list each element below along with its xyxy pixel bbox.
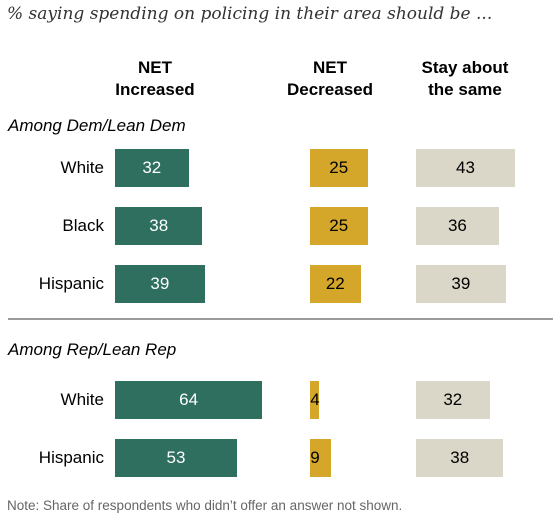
chart-note: Note: Share of respondents who didn’t of… [7, 498, 403, 513]
bar-stay-same [416, 381, 490, 419]
column-header-net-decreased: NET Decreased [286, 58, 373, 99]
bar-value-label: 25 [329, 158, 349, 177]
bar-value-label: 43 [455, 158, 475, 177]
bar-value-label: 39 [451, 274, 471, 293]
column-header-stay-same: Stay about the same [421, 58, 509, 99]
bar-net-increased [115, 265, 205, 303]
row-label-hispanic: Hispanic [38, 274, 104, 293]
bar-net-increased [115, 207, 203, 245]
bar-net-decreased [310, 439, 331, 477]
row-label-black: Black [62, 216, 104, 235]
bar-stay-same [416, 207, 499, 245]
bar-stay-same [416, 265, 506, 303]
bar-net-decreased [310, 207, 368, 245]
bar-net-increased [115, 149, 189, 187]
row-label-white: White [60, 158, 104, 177]
bar-value-label: 9 [310, 448, 320, 467]
bar-net-decreased [310, 381, 320, 419]
bar-net-increased [115, 439, 237, 477]
row-label-hispanic: Hispanic [38, 448, 104, 467]
bar-value-label: 36 [447, 216, 467, 235]
bar-value-label: 22 [325, 274, 345, 293]
bar-net-decreased [310, 149, 368, 187]
row-label-white: White [60, 390, 104, 409]
group-label-rep: Among Rep/Lean Rep [8, 340, 177, 359]
bar-value-label: 38 [149, 216, 169, 235]
bar-value-label: 38 [450, 448, 470, 467]
bar-value-label: 39 [150, 274, 170, 293]
group-divider [8, 318, 553, 320]
bar-stay-same [416, 439, 504, 477]
bar-stay-same [416, 149, 515, 187]
bar-value-label: 32 [142, 158, 162, 177]
bar-net-decreased [310, 265, 361, 303]
chart-title: % saying spending on policing in their a… [7, 4, 493, 24]
bar-value-label: 53 [166, 448, 186, 467]
bar-value-label: 32 [443, 390, 463, 409]
bar-net-increased [115, 381, 263, 419]
bar-value-label: 25 [329, 216, 349, 235]
group-label-dem: Among Dem/Lean Dem [8, 116, 186, 135]
bar-value-label: 64 [179, 390, 199, 409]
column-header-net-increased: NET Increased [115, 58, 195, 99]
bar-value-label: 4 [310, 390, 320, 409]
